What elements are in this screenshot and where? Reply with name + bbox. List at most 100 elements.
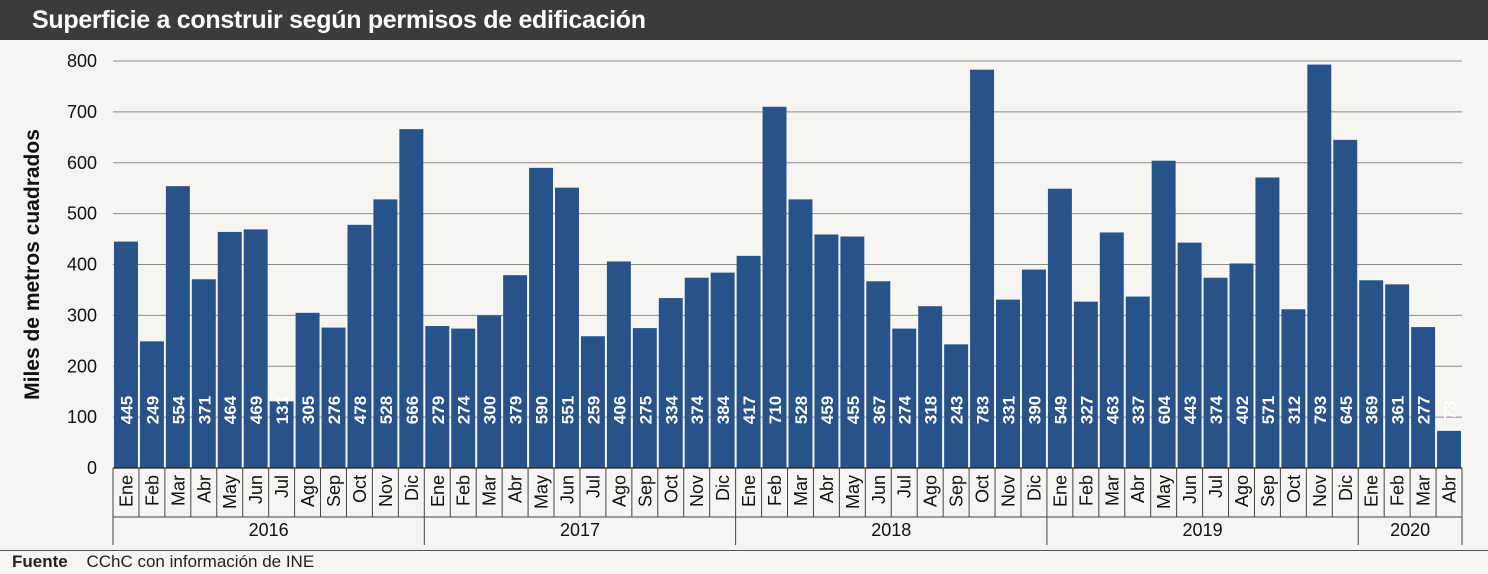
bar-2016-Sep <box>321 327 346 468</box>
bar-value-label: 417 <box>740 396 759 424</box>
month-label: Dic <box>402 475 422 501</box>
bar-value-label: 312 <box>1285 396 1304 424</box>
y-tick-label-100: 100 <box>67 407 97 427</box>
bar-value-label: 455 <box>844 396 863 424</box>
bar-2017-Mar <box>477 315 502 468</box>
month-label: Abr <box>1128 475 1148 503</box>
bar-value-label: 276 <box>325 396 344 424</box>
bar-2018-Ene <box>736 255 761 468</box>
month-label: Jun <box>557 475 577 504</box>
bar-2017-Jun <box>555 187 579 468</box>
y-tick-label-400: 400 <box>67 255 97 275</box>
y-tick-label-200: 200 <box>67 356 97 376</box>
month-label: Ene <box>116 475 136 507</box>
y-tick-label-700: 700 <box>67 102 97 122</box>
month-label: Ago <box>298 475 318 507</box>
source-footer: Fuente CChC con información de INE <box>0 550 1488 574</box>
bar-value-label: 464 <box>221 395 240 424</box>
month-label: Jun <box>1180 475 1200 504</box>
month-label: Abr <box>506 475 526 503</box>
bar-value-label: 379 <box>507 396 526 424</box>
bar-value-label: 554 <box>169 395 188 424</box>
month-label: Sep <box>324 475 344 507</box>
bar-value-label: 274 <box>896 395 915 424</box>
bar-value-label: 384 <box>714 395 733 424</box>
bar-2020-Mar <box>1411 327 1436 468</box>
bar-2018-Dic <box>1021 269 1046 468</box>
bar-value-label: 783 <box>974 396 993 424</box>
month-label: Ene <box>739 475 759 507</box>
bar-2017-Sep <box>632 328 657 468</box>
bar-2019-May <box>1151 160 1176 468</box>
month-label: Oct <box>661 475 681 503</box>
bar-value-label: 259 <box>584 396 603 424</box>
source-text: CChC con información de INE <box>86 552 315 571</box>
bar-2019-Dic <box>1333 139 1358 468</box>
bar-value-label: 361 <box>1389 396 1408 424</box>
month-label: Nov <box>376 475 396 507</box>
y-axis-label: Miles de metros cuadrados <box>21 129 44 400</box>
bar-value-label: 374 <box>688 395 707 424</box>
bar-chart: 0 100 200 300 400 500 600 700 800 Miles de metros… <box>21 51 1463 545</box>
month-label: Feb <box>1388 475 1408 506</box>
month-label: Oct <box>973 475 993 503</box>
month-label: Nov <box>999 475 1019 507</box>
bar-value-label: 666 <box>403 396 422 424</box>
bar-value-label: 334 <box>662 395 681 424</box>
bar-value-label: 331 <box>1000 396 1019 424</box>
bar-value-label: 371 <box>195 396 214 424</box>
bar-2018-Mar <box>788 199 813 468</box>
bar-2016-Mar <box>165 186 190 468</box>
month-label: May <box>220 475 240 509</box>
bar-value-label: 604 <box>1155 395 1174 424</box>
month-label: Feb <box>142 475 162 506</box>
month-label: Sep <box>947 475 967 507</box>
bar-2017-Dic <box>710 272 735 468</box>
month-label: Ene <box>1050 475 1070 507</box>
year-label-2016: 2016 <box>249 520 289 540</box>
bar-value-label: 337 <box>1129 396 1148 424</box>
bar-2016-Nov <box>373 199 398 468</box>
y-tick-label-600: 600 <box>67 153 97 173</box>
bar-2018-May <box>840 236 865 468</box>
bar-2016-Ago <box>295 312 320 468</box>
bar-value-label: 406 <box>610 396 629 424</box>
bar-value-label: 645 <box>1337 396 1356 424</box>
bar-value-label: 243 <box>948 396 967 424</box>
bar-value-label: 528 <box>377 396 396 424</box>
month-label: Jun <box>869 475 889 504</box>
bar-value-label: 274 <box>455 395 474 424</box>
y-tick-label-0: 0 <box>87 458 97 478</box>
month-label: Abr <box>194 475 214 503</box>
month-label: Jul <box>583 475 603 498</box>
bar-2019-Nov <box>1307 64 1332 468</box>
month-label: Feb <box>1076 475 1096 506</box>
bar-2017-Feb <box>451 328 476 468</box>
bar-2016-Abr <box>191 279 216 468</box>
bar-2020-Abr <box>1437 430 1461 468</box>
month-label: Dic <box>713 475 733 501</box>
bar-2020-Ene <box>1359 280 1384 468</box>
month-label: Oct <box>350 475 370 503</box>
bar-2017-Ene <box>425 326 450 468</box>
bar-2017-Ago <box>606 261 631 468</box>
bar-2016-Dic <box>399 129 424 469</box>
bar-value-label: 369 <box>1363 396 1382 424</box>
bar-value-label: 374 <box>1207 395 1226 424</box>
month-label: Ago <box>921 475 941 507</box>
bar-value-label: 793 <box>1311 396 1330 424</box>
bar-value-label: 305 <box>299 396 318 424</box>
bar-value-label: 390 <box>1025 396 1044 424</box>
bar-2020-Feb <box>1385 284 1410 468</box>
bar-value-label: 73 <box>1441 401 1460 420</box>
month-label: Jun <box>246 475 266 504</box>
year-label-2020: 2020 <box>1390 520 1430 540</box>
month-label: Mar <box>168 475 188 506</box>
bar-2019-Mar <box>1099 232 1124 468</box>
month-label: Feb <box>454 475 474 506</box>
bar-value-label: 443 <box>1181 396 1200 424</box>
year-label-2017: 2017 <box>560 520 600 540</box>
month-label: Mar <box>1414 475 1434 506</box>
month-label: Nov <box>687 475 707 507</box>
bar-2016-May <box>217 231 242 468</box>
